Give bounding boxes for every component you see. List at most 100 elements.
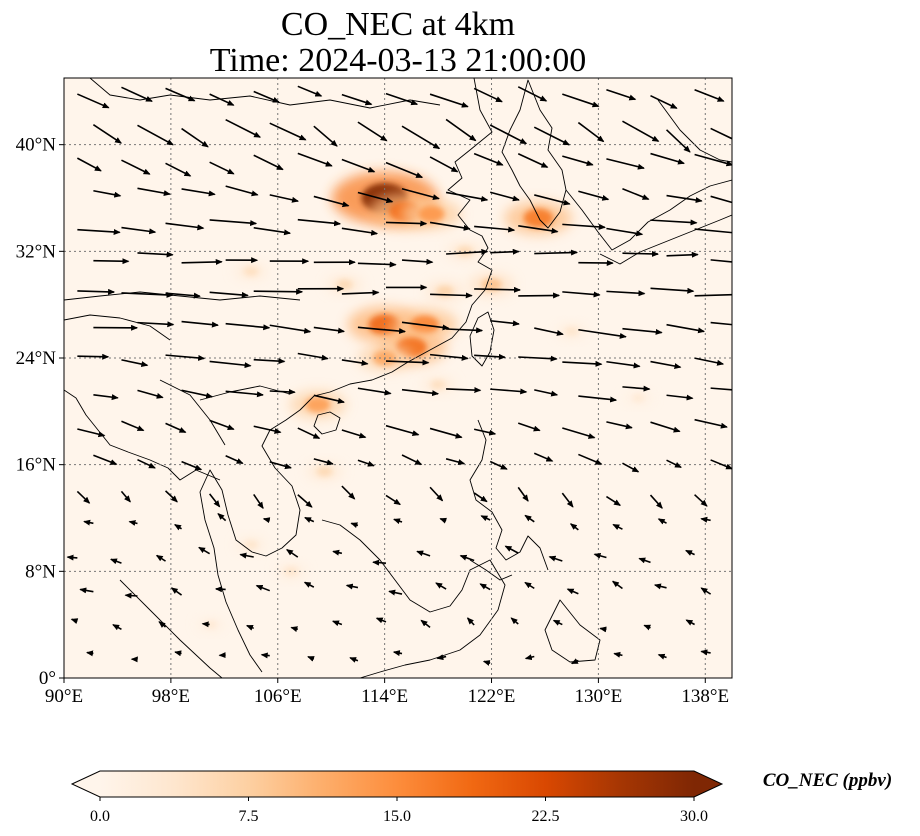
wind-arrow <box>66 554 78 561</box>
wind-arrow <box>517 153 549 168</box>
wind-arrow <box>164 490 178 503</box>
wind-arrow <box>578 190 610 201</box>
wind-arrow <box>392 650 403 657</box>
wind-arrow <box>269 324 312 334</box>
wind-arrow <box>128 520 138 526</box>
map-title-line1: CO_NEC at 4km <box>280 6 516 43</box>
wind-arrow <box>253 425 282 434</box>
wind-arrow <box>612 523 623 530</box>
wind-arrow <box>593 552 607 559</box>
wind-arrow <box>649 494 663 509</box>
wind-arrow <box>401 188 440 200</box>
wind-arrow <box>436 654 447 661</box>
wind-arrow <box>533 126 571 146</box>
lon-tick-label: 130°E <box>575 686 623 707</box>
wind-arrow <box>517 86 548 102</box>
wind-arrow <box>622 188 650 200</box>
wind-arrow <box>562 360 603 367</box>
map-gridlines <box>64 78 732 678</box>
wind-arrow <box>459 554 475 562</box>
wind-arrow <box>341 429 367 439</box>
wind-arrow <box>313 458 334 466</box>
concentration-core <box>632 394 645 402</box>
wind-arrow <box>137 321 175 328</box>
wind-arrow <box>694 228 732 234</box>
wind-arrow <box>225 185 259 197</box>
wind-arrow <box>137 458 156 469</box>
wind-arrow <box>385 161 424 179</box>
wind-arrow <box>518 225 559 234</box>
wind-arrow <box>313 125 338 147</box>
wind-arrow <box>650 360 682 369</box>
wind-arrow <box>93 189 122 198</box>
wind-arrow <box>420 619 431 628</box>
wind-arrow <box>446 327 484 334</box>
wind-arrow <box>653 583 667 590</box>
wind-arrow <box>181 460 203 471</box>
lon-tick-label: 90°E <box>45 686 83 707</box>
wind-arrow <box>710 459 732 470</box>
wind-arrow <box>269 194 300 203</box>
wind-arrow <box>665 129 691 153</box>
wind-arrow <box>710 321 732 326</box>
wind-arrow <box>357 459 375 467</box>
wind-arrow <box>297 427 321 440</box>
wind-arrow <box>375 617 387 624</box>
wind-arrow <box>534 194 571 206</box>
wind-arrow <box>93 393 119 401</box>
colorbar-tick-label: 30.0 <box>680 808 708 825</box>
map-title-line2: Time: 2024-03-13 21:00:00 <box>209 42 587 79</box>
wind-arrow <box>710 127 732 140</box>
wind-arrow <box>517 422 541 432</box>
wind-arrow <box>606 158 645 170</box>
wind-arrow <box>313 326 346 334</box>
wind-arrow <box>429 353 469 361</box>
colorbar-max-extension <box>694 771 722 797</box>
wind-arrow <box>445 458 466 465</box>
wind-arrow <box>401 258 434 265</box>
wind-arrow <box>70 618 79 625</box>
wind-arrow <box>165 87 196 102</box>
wind-arrow <box>489 460 508 470</box>
wind-arrow <box>214 586 226 593</box>
wind-arrow <box>253 154 284 171</box>
wind-arrow <box>269 122 307 141</box>
wind-arrow <box>666 194 703 204</box>
wind-arrow <box>393 518 403 525</box>
wind-arrow <box>285 548 299 558</box>
wind-arrow <box>385 424 420 437</box>
wind-arrow <box>466 617 475 626</box>
wind-arrow <box>209 219 258 227</box>
lat-tick-label: 40°N <box>16 135 57 156</box>
concentration-field <box>197 171 653 632</box>
wind-arrow <box>76 157 102 172</box>
wind-arrow <box>578 395 618 403</box>
wind-arrow <box>120 490 131 503</box>
wind-arrow <box>121 291 174 298</box>
wind-arrow <box>534 327 564 336</box>
wind-arrow <box>303 581 315 588</box>
concentration-core <box>564 327 579 336</box>
wind-arrow <box>77 428 106 438</box>
concentration-core <box>244 540 258 549</box>
wind-arrow <box>388 589 403 596</box>
wind-arrow <box>577 121 605 143</box>
wind-arrow <box>349 657 359 663</box>
wind-arrow <box>650 152 685 165</box>
wind-arrow <box>201 621 210 628</box>
wind-arrow <box>517 486 529 502</box>
wind-arrow <box>198 546 211 555</box>
lon-tick-label: 122°E <box>468 686 516 707</box>
wind-arrow <box>694 89 725 102</box>
wind-arrow <box>209 93 235 106</box>
wind-arrow <box>666 323 706 334</box>
wind-vectors <box>66 85 732 666</box>
wind-arrow <box>710 387 732 391</box>
wind-arrow <box>385 220 428 227</box>
wind-arrow <box>253 90 280 103</box>
wind-arrow <box>121 420 145 432</box>
wind-arrow <box>239 552 254 559</box>
concentration-core <box>418 205 445 223</box>
wind-arrow <box>401 454 423 466</box>
wind-arrow <box>599 626 607 633</box>
